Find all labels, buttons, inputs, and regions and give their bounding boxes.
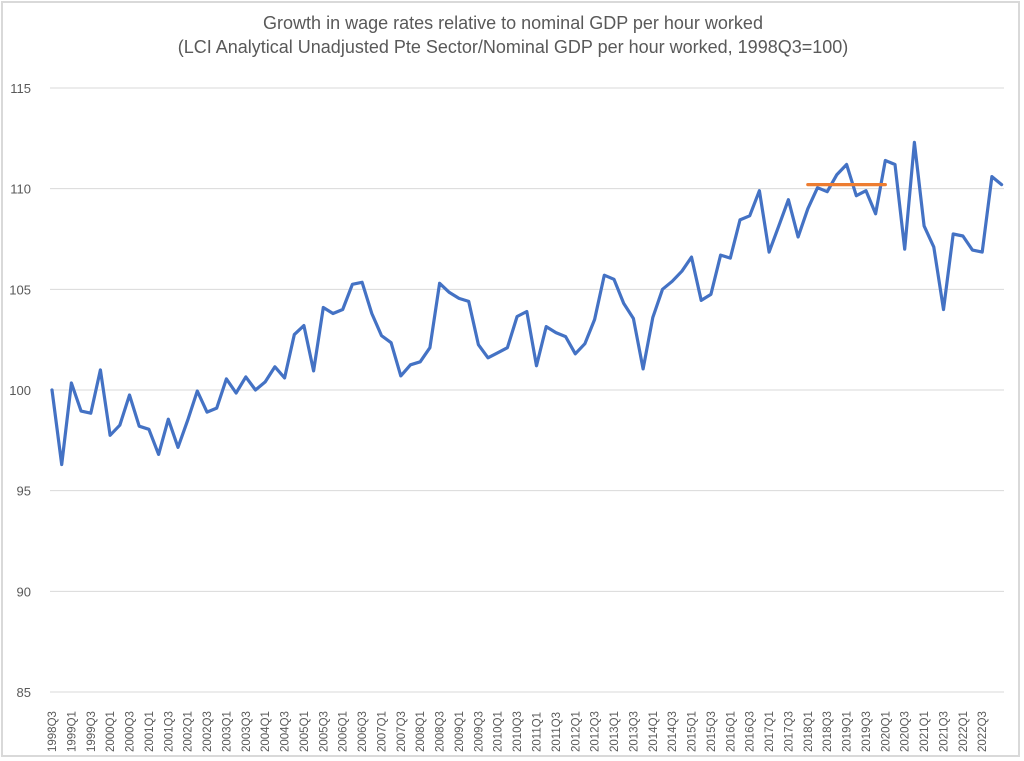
x-tick-label: 2012Q1 <box>570 711 582 752</box>
x-tick-label: 1999Q1 <box>66 711 78 752</box>
x-tick-label: 2015Q1 <box>687 711 699 752</box>
x-tick-label: 2001Q3 <box>163 711 175 752</box>
series-layer <box>50 140 1004 467</box>
x-tick-label: 2020Q1 <box>880 711 892 752</box>
x-tick-label: 2013Q3 <box>628 711 640 752</box>
y-tick-label: 100 <box>9 383 31 398</box>
y-tick-label: 115 <box>10 81 31 96</box>
x-tick-label: 2012Q3 <box>590 711 602 752</box>
x-tick-label: 2005Q3 <box>318 711 330 752</box>
x-tick-label: 2022Q3 <box>977 711 989 752</box>
gridlines <box>50 87 1004 693</box>
x-tick-label: 2018Q3 <box>822 711 834 752</box>
x-tick-label: 2013Q1 <box>609 711 621 752</box>
x-tick-label: 2004Q3 <box>280 711 292 752</box>
x-tick-label: 2002Q3 <box>202 711 214 752</box>
x-tick-label: 2014Q1 <box>648 711 660 752</box>
x-tick-label: 2022Q1 <box>958 711 970 752</box>
x-axis-ticks: 1998Q3 1999Q1 1999Q3 2000Q1 2000Q3 2001Q1 2001… <box>47 711 989 752</box>
x-tick-label: 2019Q1 <box>842 711 854 752</box>
x-tick-label: 2016Q1 <box>725 711 737 752</box>
y-tick-label: 90 <box>17 584 31 599</box>
x-tick-label: 2017Q1 <box>764 711 776 752</box>
x-tick-label: 2003Q1 <box>221 711 233 752</box>
x-tick-label: 2006Q3 <box>357 711 369 752</box>
x-tick-label: 2017Q3 <box>783 711 795 752</box>
x-tick-label: 2000Q3 <box>125 711 137 752</box>
x-tick-label: 2015Q3 <box>706 711 718 752</box>
x-tick-label: 1999Q3 <box>86 711 98 752</box>
x-tick-label: 2016Q3 <box>745 711 757 752</box>
x-tick-label: 2002Q1 <box>183 711 195 752</box>
x-tick-label: 2014Q3 <box>667 711 679 752</box>
x-tick-label: 2021Q3 <box>938 711 950 752</box>
x-tick-label: 2011Q1 <box>532 712 544 752</box>
x-tick-label: 2010Q1 <box>493 711 505 752</box>
x-tick-label: 2019Q3 <box>861 711 873 752</box>
x-tick-label: 2009Q1 <box>454 711 466 752</box>
chart-title: Growth in wage rates relative to nominal… <box>263 13 763 33</box>
x-tick-label: 1998Q3 <box>47 711 59 752</box>
x-tick-label: 2018Q1 <box>803 711 815 752</box>
y-tick-label: 85 <box>17 685 31 700</box>
x-tick-label: 2005Q1 <box>299 711 311 752</box>
series-line-wage-ratio <box>50 140 1004 467</box>
y-tick-label: 110 <box>10 182 31 197</box>
x-tick-label: 2007Q1 <box>376 711 388 752</box>
x-tick-label: 2008Q1 <box>415 711 427 752</box>
x-tick-label: 2008Q3 <box>435 711 447 752</box>
chart-subtitle: (LCI Analytical Unadjusted Pte Sector/No… <box>178 37 849 57</box>
x-tick-label: 2021Q1 <box>919 711 931 752</box>
x-tick-label: 2007Q3 <box>396 711 408 752</box>
x-tick-label: 2020Q3 <box>900 711 912 752</box>
x-tick-label: 2011Q3 <box>551 712 563 752</box>
y-tick-label: 95 <box>17 484 31 499</box>
line-chart: Growth in wage rates relative to nominal… <box>9 13 1004 752</box>
x-tick-label: 2001Q1 <box>144 711 156 752</box>
x-tick-label: 2004Q1 <box>260 711 272 752</box>
x-tick-label: 2009Q3 <box>473 711 485 752</box>
x-tick-label: 2000Q1 <box>105 711 117 752</box>
y-tick-label: 105 <box>9 282 31 297</box>
x-tick-label: 2003Q3 <box>241 711 253 752</box>
x-tick-label: 2006Q1 <box>338 711 350 752</box>
y-axis-ticks: 85 90 95 100 105 110 115 <box>9 81 31 700</box>
x-tick-label: 2010Q3 <box>512 711 524 752</box>
